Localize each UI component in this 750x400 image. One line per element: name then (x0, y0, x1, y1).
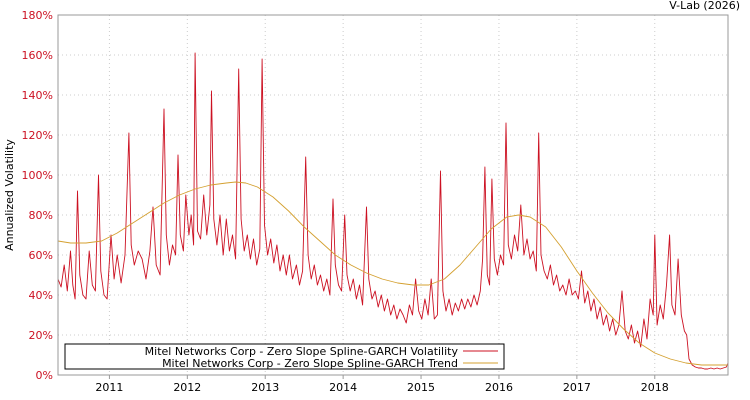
y-tick-label: 0% (36, 369, 53, 382)
y-tick-label: 60% (29, 249, 53, 262)
grid (58, 15, 728, 375)
y-tick-label: 100% (22, 169, 53, 182)
credit-label: V-Lab (2026) (669, 0, 740, 12)
plot-area (58, 15, 728, 375)
legend-label-trend: Mitel Networks Corp - Zero Slope Spline-… (162, 357, 458, 370)
x-tick-label: 2012 (173, 381, 201, 394)
legend: Mitel Networks Corp - Zero Slope Spline-… (64, 343, 505, 370)
y-axis-label: Annualized Volatility (3, 139, 16, 251)
y-tick-label: 180% (22, 9, 53, 22)
x-tick-label: 2015 (407, 381, 435, 394)
y-tick-label: 20% (29, 329, 53, 342)
series-line-volatility (57, 52, 729, 370)
series-line-trend (57, 181, 728, 366)
y-axis-ticks: 0% 20% 40% 60% 80% 100% 120% 140% 160% 180% (22, 9, 53, 382)
x-tick-label: 2011 (95, 381, 123, 394)
y-tick-label: 40% (29, 289, 53, 302)
x-tick-label: 2018 (641, 381, 669, 394)
x-axis-ticks: 2011 2012 2013 2014 2015 2016 2017 2018 (95, 375, 669, 394)
y-tick-label: 80% (29, 209, 53, 222)
y-tick-label: 140% (22, 89, 53, 102)
plot-frame (57, 14, 729, 376)
legend-box (64, 343, 505, 370)
x-tick-label: 2016 (485, 381, 513, 394)
x-tick-label: 2017 (563, 381, 591, 394)
x-tick-label: 2014 (329, 381, 357, 394)
series-layer (57, 52, 729, 370)
x-tick-label: 2013 (251, 381, 279, 394)
y-tick-label: 160% (22, 49, 53, 62)
legend-label-volatility: Mitel Networks Corp - Zero Slope Spline-… (145, 345, 459, 358)
y-tick-label: 120% (22, 129, 53, 142)
